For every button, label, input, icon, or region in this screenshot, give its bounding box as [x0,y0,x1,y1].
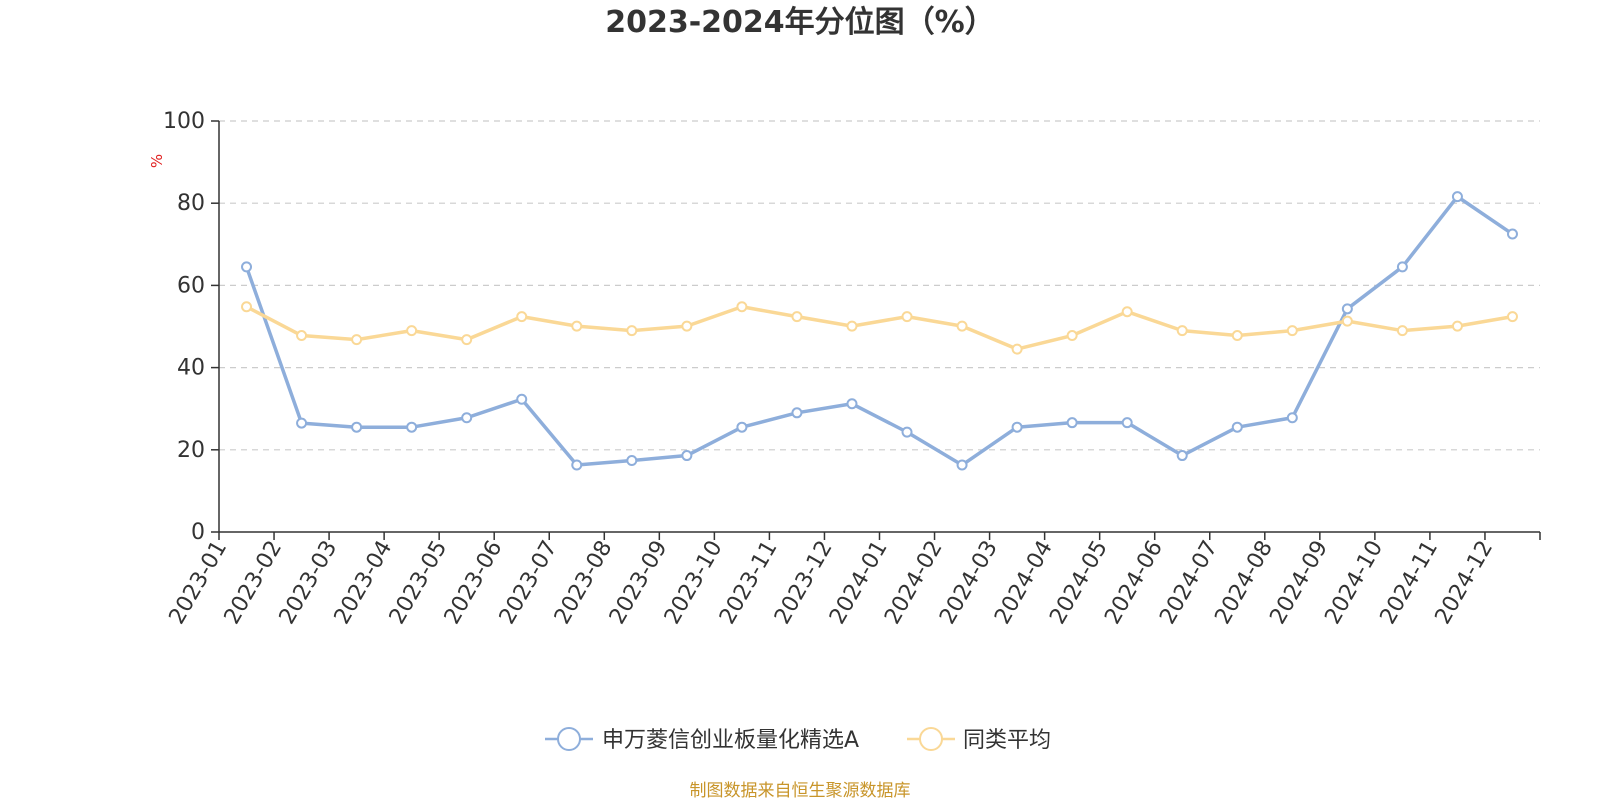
legend[interactable]: 申万菱信创业板量化精选A 同类平均 [545,727,1051,753]
legend-marker [919,727,943,751]
data-point [736,301,748,313]
y-tick-labels: 0 20 40 60 80 100 [163,109,205,545]
data-point [1121,417,1133,429]
series-2 [241,301,1518,355]
data-point [1121,306,1133,318]
data-point [1011,343,1023,355]
data-point [571,459,583,471]
data-point [791,407,803,419]
data-point [1341,315,1353,327]
data-point [406,421,418,433]
legend-marker [557,727,581,751]
series-1 [241,191,1518,471]
data-point [516,393,528,405]
data-point [1341,303,1353,315]
data-point [626,454,638,466]
legend-item-1[interactable]: 申万菱信创业板量化精选A [545,727,859,753]
data-point [1066,330,1078,342]
axes [211,120,1541,540]
data-point [626,325,638,337]
data-point [351,334,363,346]
data-point [571,320,583,332]
data-point [1011,421,1023,433]
data-point [1231,421,1243,433]
data-point [846,320,858,332]
data-point [1176,325,1188,337]
data-point [1066,417,1078,429]
series-line [245,305,1513,351]
data-point [901,311,913,323]
data-point [791,311,803,323]
legend-label: 申万菱信创业板量化精选A [602,728,859,753]
data-point [296,417,308,429]
y-tick-label: 40 [177,356,205,381]
source-note: 制图数据来自恒生聚源数据库 [690,781,911,800]
legend-label: 同类平均 [963,728,1051,753]
y-tick-label: 80 [177,191,205,216]
data-point [1176,450,1188,462]
legend-item-2[interactable]: 同类平均 [907,727,1051,753]
data-point [1451,320,1463,332]
data-point [1451,191,1463,203]
y-tick-label: 100 [163,109,205,134]
data-point [1286,412,1298,424]
y-tick-label: 0 [191,520,205,545]
data-point [1286,325,1298,337]
data-point [351,421,363,433]
data-point [296,330,308,342]
data-point [241,301,253,313]
data-point [1506,228,1518,240]
data-point [1396,261,1408,273]
chart-title: 2023-2024年分位图（%） [605,5,995,40]
data-point [681,450,693,462]
series-layer [241,191,1518,471]
y-axis-label: % [148,154,166,168]
y-tick-label: 20 [177,438,205,463]
data-point [956,459,968,471]
data-point [516,311,528,323]
data-point [956,320,968,332]
y-tick-label: 60 [177,273,205,298]
data-point [681,320,693,332]
data-point [1231,330,1243,342]
data-point [846,398,858,410]
data-point [1506,311,1518,323]
data-point [406,325,418,337]
data-point [461,334,473,346]
series-line [244,194,1514,467]
data-point [901,426,913,438]
data-point [1396,325,1408,337]
data-point [241,261,253,273]
grid-lines [219,120,1540,451]
data-point [461,412,473,424]
data-point [736,421,748,433]
x-tick-labels: 2023-012023-022023-032023-042023-052023-… [165,536,1499,628]
